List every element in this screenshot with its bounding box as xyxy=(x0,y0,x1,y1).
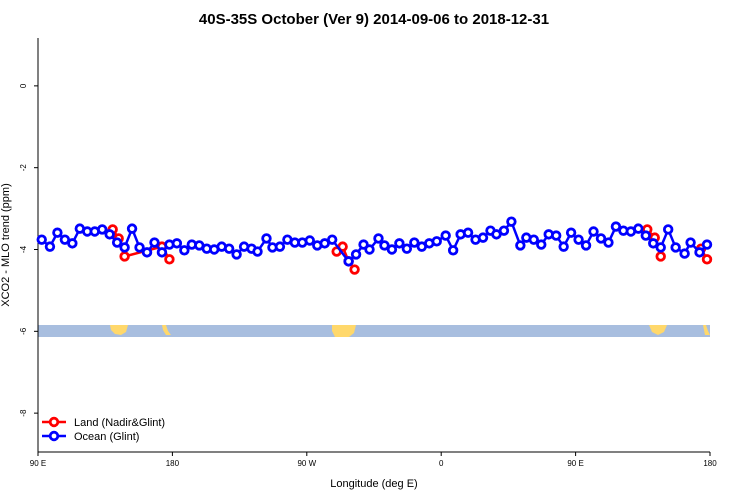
point xyxy=(349,264,360,275)
point xyxy=(701,254,713,265)
point xyxy=(67,238,78,249)
point xyxy=(610,221,622,232)
legend-label: Ocean (Glint) xyxy=(74,431,139,443)
point xyxy=(141,247,153,258)
point xyxy=(462,227,474,238)
x-axis-label: Longitude (deg E) xyxy=(330,478,417,490)
land-mask xyxy=(38,325,710,337)
x-tick-label: 90 W xyxy=(297,459,316,468)
point xyxy=(558,241,569,252)
point xyxy=(528,234,539,245)
point xyxy=(231,249,242,260)
point xyxy=(364,244,375,255)
point xyxy=(261,233,272,244)
point xyxy=(274,241,286,252)
point xyxy=(104,229,115,240)
y-tick-label: -2 xyxy=(19,164,28,172)
point xyxy=(164,254,175,265)
point xyxy=(447,245,459,256)
point xyxy=(223,243,235,254)
point xyxy=(171,238,183,249)
point xyxy=(119,242,130,253)
point xyxy=(44,241,56,252)
point xyxy=(595,233,607,244)
point xyxy=(565,227,577,238)
point xyxy=(580,240,592,251)
y-tick-label: -4 xyxy=(19,245,28,253)
point xyxy=(149,237,160,248)
point xyxy=(550,230,562,241)
y-tick-label: -8 xyxy=(19,409,28,417)
point xyxy=(350,249,362,260)
y-tick-label: 0 xyxy=(19,83,28,88)
point xyxy=(409,237,420,248)
point xyxy=(515,240,526,251)
point xyxy=(179,245,190,256)
point xyxy=(326,234,338,245)
y-axis-label: XCO2 - MLO trend (ppm) xyxy=(0,183,12,306)
point xyxy=(343,256,354,267)
point xyxy=(252,246,263,257)
point xyxy=(655,251,666,262)
point xyxy=(679,248,690,259)
point xyxy=(97,224,108,235)
point xyxy=(498,225,510,236)
y-tick-label: -6 xyxy=(19,327,28,335)
x-tick-label: 180 xyxy=(166,459,180,468)
x-tick-label: 90 E xyxy=(567,459,583,468)
point xyxy=(662,224,674,235)
chart-title: 40S-35S October (Ver 9) 2014-09-06 to 20… xyxy=(199,11,549,28)
point xyxy=(588,226,599,237)
point xyxy=(379,240,390,251)
legend-label: Land (Nadir&Glint) xyxy=(74,417,165,429)
point xyxy=(573,234,584,245)
point xyxy=(304,235,315,246)
point xyxy=(670,242,681,253)
point xyxy=(648,238,659,249)
x-tick-label: 180 xyxy=(703,459,717,468)
point xyxy=(701,239,713,250)
legend-marker xyxy=(48,416,60,428)
x-tick-label: 0 xyxy=(439,459,444,468)
point xyxy=(156,247,168,258)
point xyxy=(603,237,614,248)
point xyxy=(134,242,145,253)
point xyxy=(694,247,705,258)
point xyxy=(536,239,547,250)
point xyxy=(52,227,63,238)
point xyxy=(111,237,123,248)
point xyxy=(119,251,130,262)
point xyxy=(394,238,405,249)
x-tick-label: 90 E xyxy=(30,459,46,468)
point xyxy=(655,242,666,253)
point xyxy=(640,230,651,241)
point xyxy=(386,244,398,255)
point xyxy=(126,223,138,234)
point xyxy=(440,230,451,241)
point xyxy=(401,243,413,254)
point xyxy=(477,232,489,243)
legend-marker xyxy=(48,430,60,442)
point xyxy=(506,216,517,227)
point xyxy=(36,234,47,245)
point xyxy=(685,237,696,248)
point xyxy=(633,223,644,234)
point xyxy=(373,233,384,244)
point xyxy=(431,236,442,247)
